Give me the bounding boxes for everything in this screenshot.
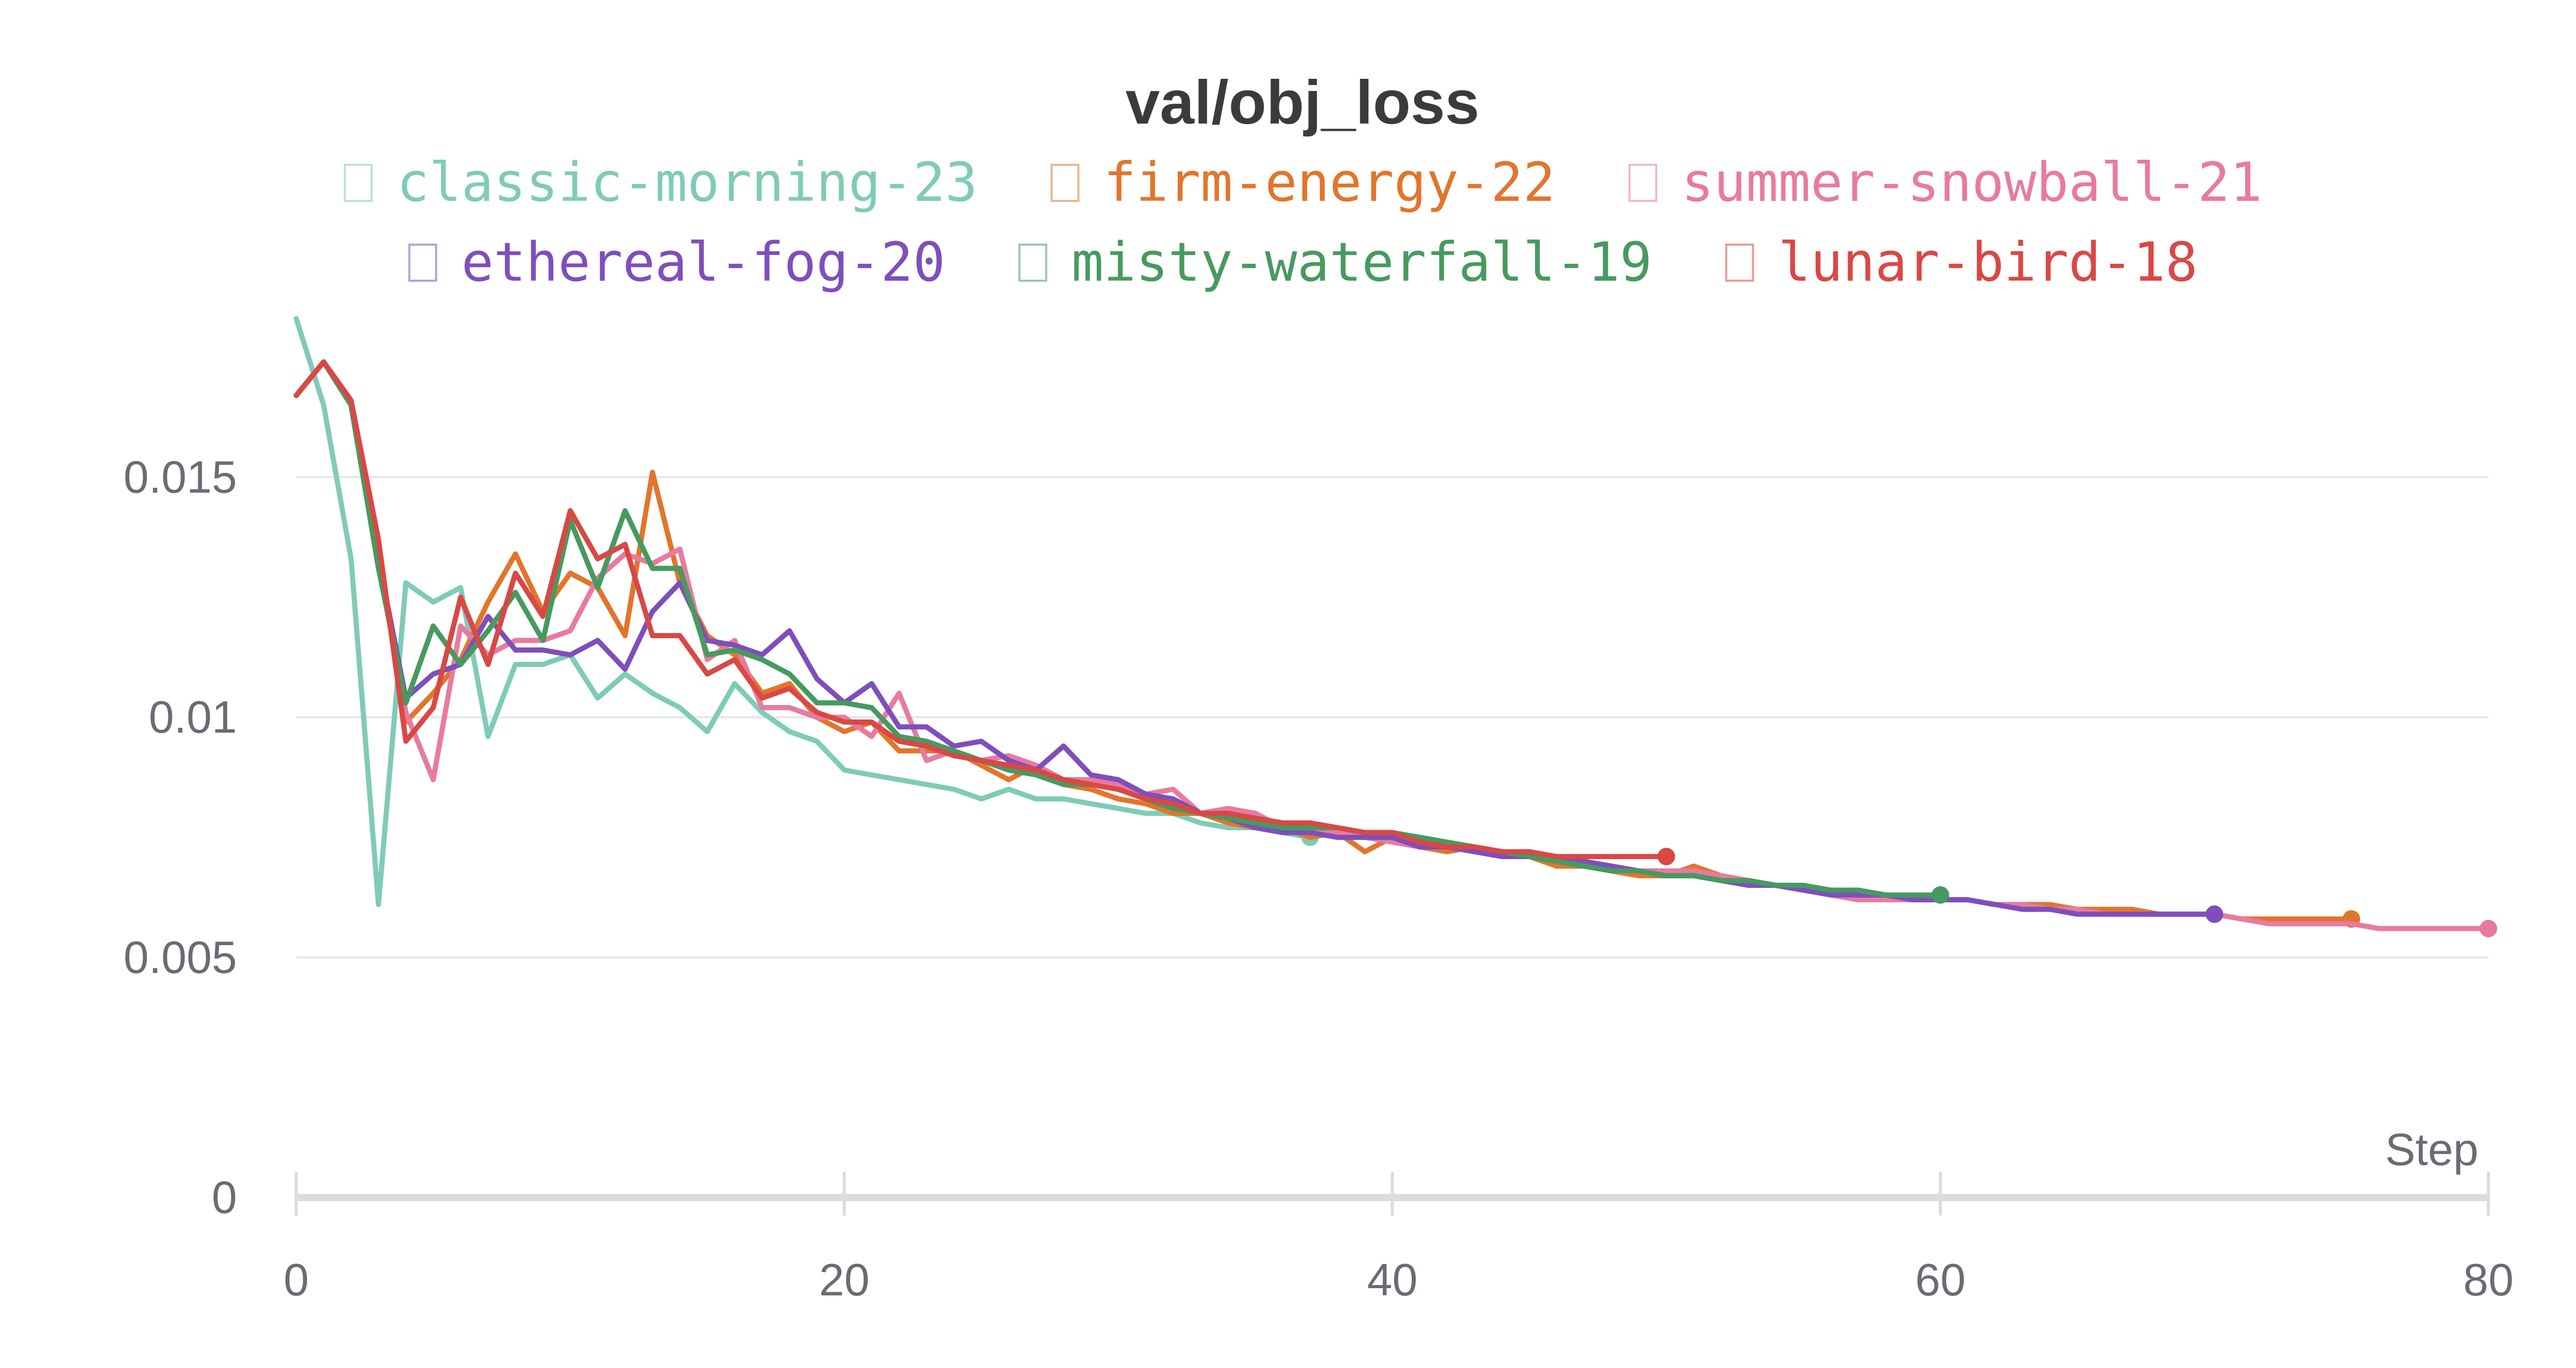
legend-swatch-firm-energy-22 [1050, 164, 1080, 202]
x-tick-label: 40 [1367, 1254, 1418, 1305]
legend: classic-morning-23 firm-energy-22 summer-s… [344, 151, 2262, 294]
legend-swatch-summer-snowball-21 [1628, 164, 1657, 202]
legend-swatch-ethereal-fog-20 [408, 244, 437, 282]
axes: 0 20 40 60 80 [284, 1172, 2514, 1305]
series-line-lunar-bird-18 [294, 359, 1669, 859]
legend-label-firm-energy-22: firm-energy-22 [1104, 151, 1555, 214]
y-tick-label: 0.01 [149, 692, 237, 743]
y-tick-label: 0.015 [124, 451, 237, 502]
series-lines [294, 316, 2497, 937]
legend-label-misty-waterfall-19: misty-waterfall-19 [1072, 231, 1652, 294]
y-tick-label: 0 [212, 1172, 237, 1223]
series-endpoint-ethereal-fog-20 [2206, 905, 2224, 923]
series-endpoint-summer-snowball-21 [2480, 919, 2497, 937]
series-endpoint-misty-waterfall-19 [1931, 886, 1950, 904]
x-tick-label: 60 [1915, 1254, 1965, 1305]
legend-label-lunar-bird-18: lunar-bird-18 [1778, 231, 2198, 294]
x-tick-label: 0 [284, 1254, 309, 1305]
legend-label-summer-snowball-21: summer-snowball-21 [1682, 151, 2262, 214]
chart-title: val/obj_loss [1126, 68, 1480, 137]
x-tick-label: 80 [2463, 1254, 2514, 1305]
legend-swatch-lunar-bird-18 [1725, 244, 1754, 282]
series-line-misty-waterfall-19 [294, 359, 1943, 898]
x-tick-label: 20 [819, 1254, 870, 1305]
series-endpoint-lunar-bird-18 [1657, 847, 1675, 865]
legend-swatch-misty-waterfall-19 [1018, 244, 1047, 282]
series-line-summer-snowball-21 [294, 359, 2491, 931]
y-tick-label: 0.005 [124, 932, 237, 983]
legend-label-ethereal-fog-20: ethereal-fog-20 [462, 231, 945, 294]
legend-label-classic-morning-23: classic-morning-23 [397, 151, 977, 214]
series-line-classic-morning-23 [294, 316, 1313, 908]
legend-swatch-classic-morning-23 [344, 164, 373, 202]
series-line-ethereal-fog-20 [294, 359, 2217, 917]
gridlines: 0 0.005 0.01 0.015 [124, 451, 2488, 1223]
x-axis-title: Step [2385, 1124, 2478, 1175]
